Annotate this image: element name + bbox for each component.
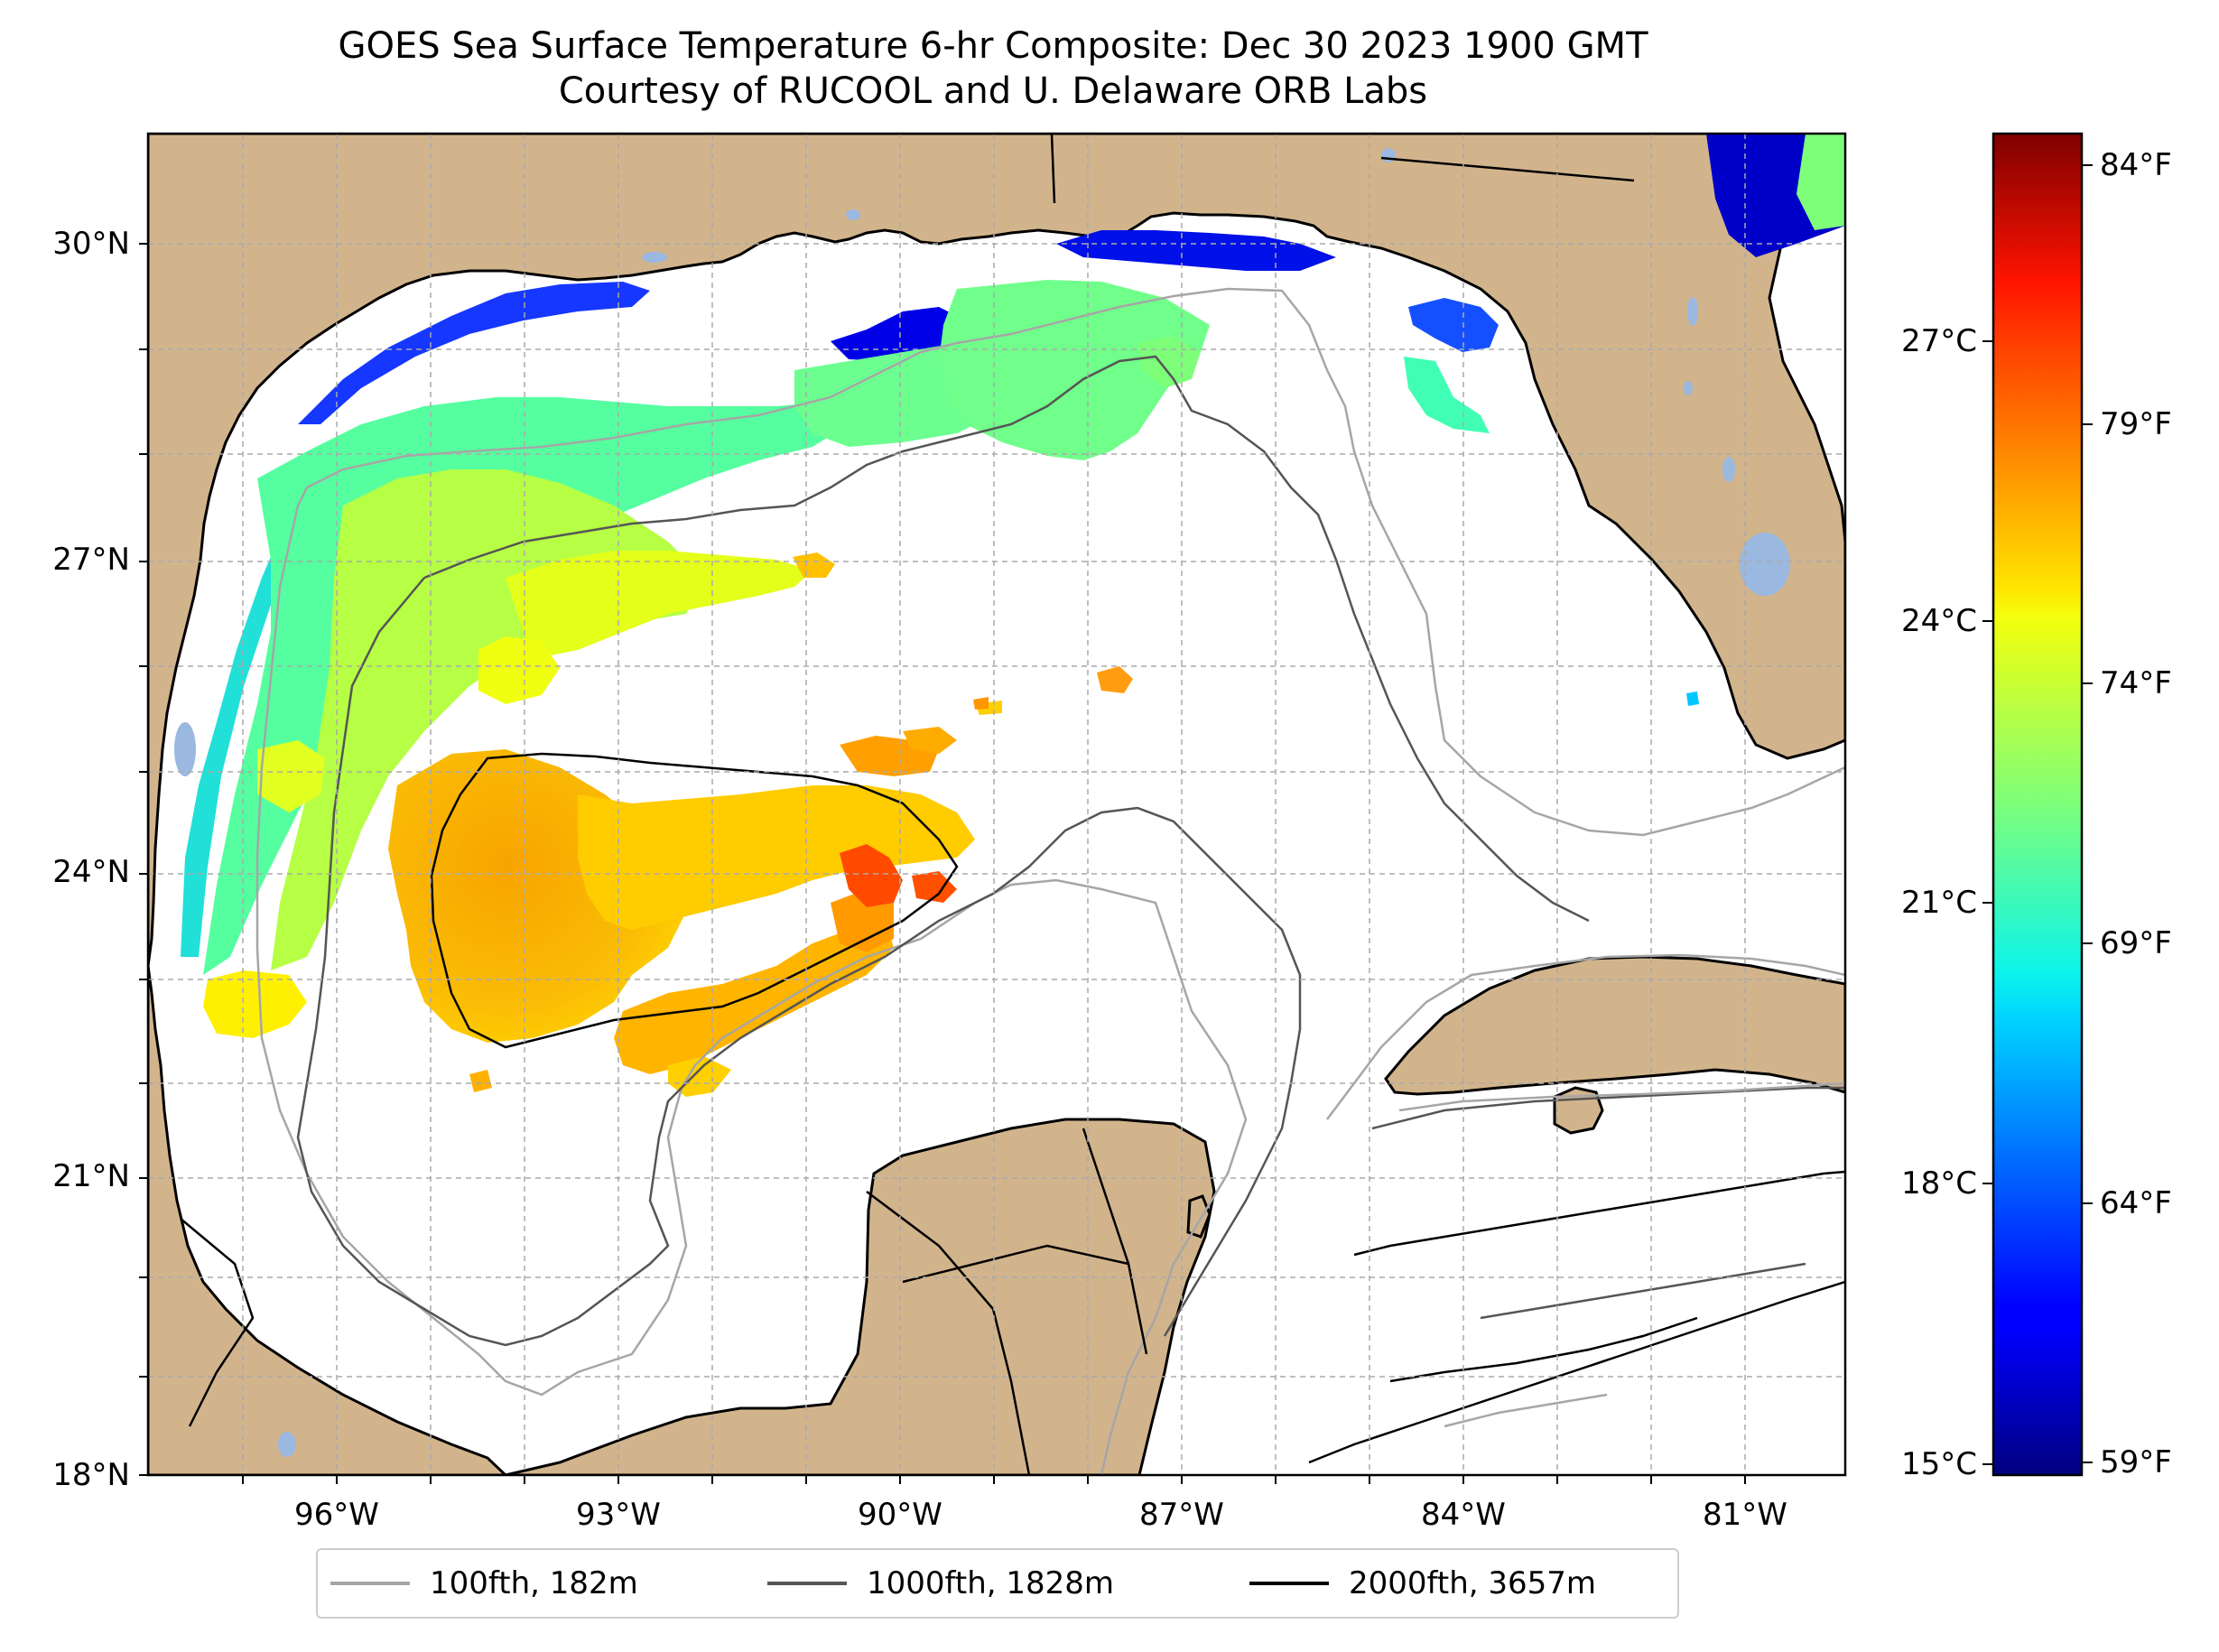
map-subtitle: Courtesy of RUCOOL and U. Delaware ORB L… [558,70,1428,112]
sst-cold-fl-ne-warm [1797,134,1845,230]
bathymetry-contours [255,287,1845,1475]
land-yucatan [505,1118,1216,1475]
colorbar-label-84f: 84°F [2100,147,2172,183]
colorbar-label-69f: 69°F [2100,925,2172,961]
colorbar-label-74f: 74°F [2100,665,2172,701]
legend-item-100fth: 100fth, 182m [330,1550,638,1617]
sst-cold-north-shelf [298,282,650,424]
map-frame [146,132,1847,1477]
land-cozumel [1186,1194,1212,1239]
legend-line-100fth [330,1582,410,1585]
sst-small-cyan-dot [1686,691,1699,706]
political-borders [180,134,1635,1475]
lat-label-21n: 21°N [52,1158,130,1194]
lat-label-27n: 27°N [52,542,130,578]
lon-label-96w: 96°W [294,1497,379,1533]
sst-yellow-patch-tx [257,740,325,812]
legend-label-100fth: 100fth, 182m [430,1565,638,1601]
lon-label-87w: 87°W [1139,1497,1224,1533]
legend-line-1000fth [767,1582,847,1585]
legend-label-2000fth: 2000fth, 3657m [1349,1565,1597,1601]
contour-legend: 100fth, 182m 1000fth, 1828m 2000fth, 365… [316,1548,1679,1619]
lon-label-81w: 81°W [1703,1497,1787,1533]
lat-label-30n: 30°N [52,226,130,262]
contour-100fth [255,287,1845,1475]
colorbar-label-79f: 79°F [2100,406,2172,442]
colorbar [1992,132,2084,1477]
sst-yellow-fringe [506,551,812,659]
sst-cyan-texas-coast [181,433,343,957]
sst-orange-small-2 [903,727,957,754]
sst-green-ms-canyon [939,280,1210,460]
map-title: GOES Sea Surface Temperature 6-hr Compos… [338,25,1648,67]
land-cuba [1384,955,1845,1096]
lat-label-18n: 18°N [52,1457,130,1493]
sst-orange-small-6 [973,697,989,710]
sst-cold-ms-coast [1056,230,1336,271]
inland-water [174,148,1790,1457]
colorbar-label-59f: 59°F [2100,1444,2172,1480]
legend-label-1000fth: 1000fth, 1828m [867,1565,1115,1601]
colorbar-label-64f: 64°F [2100,1185,2172,1221]
colorbar-ticks [1982,164,2093,1465]
land-mexico-west [148,965,508,1475]
contour-1000fth-cuba [1371,1086,1845,1320]
gridlines [148,134,1845,1475]
colorbar-label-15c: 15°C [1900,1446,1977,1482]
legend-line-2000fth [1249,1582,1329,1585]
sst-warm-east-tongue [578,785,975,930]
lon-label-84w: 84°W [1421,1497,1506,1533]
contour-2000fth [430,752,1845,1464]
map-area [148,134,1845,1475]
sst-yellow-patch-south [478,636,560,704]
colorbar-label-27c: 27°C [1900,323,1977,359]
colorbar-label-18c: 18°C [1900,1165,1977,1202]
sst-red-patch-2 [912,871,957,903]
colorbar-label-24c: 24°C [1900,603,1977,639]
sst-orange-small-4 [793,552,835,578]
lon-label-90w: 90°W [858,1497,942,1533]
sst-cold-fl-bigbend [1408,298,1499,352]
sst-orange-small-3 [1097,666,1133,693]
sst-orange-small-7 [469,1070,492,1092]
legend-item-1000fth: 1000fth, 1828m [767,1550,1114,1617]
lat-label-24n: 24°N [52,854,130,890]
sst-yellow-south-tx [203,970,307,1038]
axis-ticks [139,243,1746,1484]
sst-cyan-fl [1404,357,1490,433]
colorbar-label-21c: 21°C [1900,885,1977,921]
lon-label-93w: 93°W [576,1497,661,1533]
sst-data [181,134,1845,1097]
contour-100fth-cuba [1398,1081,1845,1428]
legend-item-2000fth: 2000fth, 3657m [1249,1550,1596,1617]
land-us-gulf-coast [148,134,1845,967]
sst-red-patch [840,844,903,907]
